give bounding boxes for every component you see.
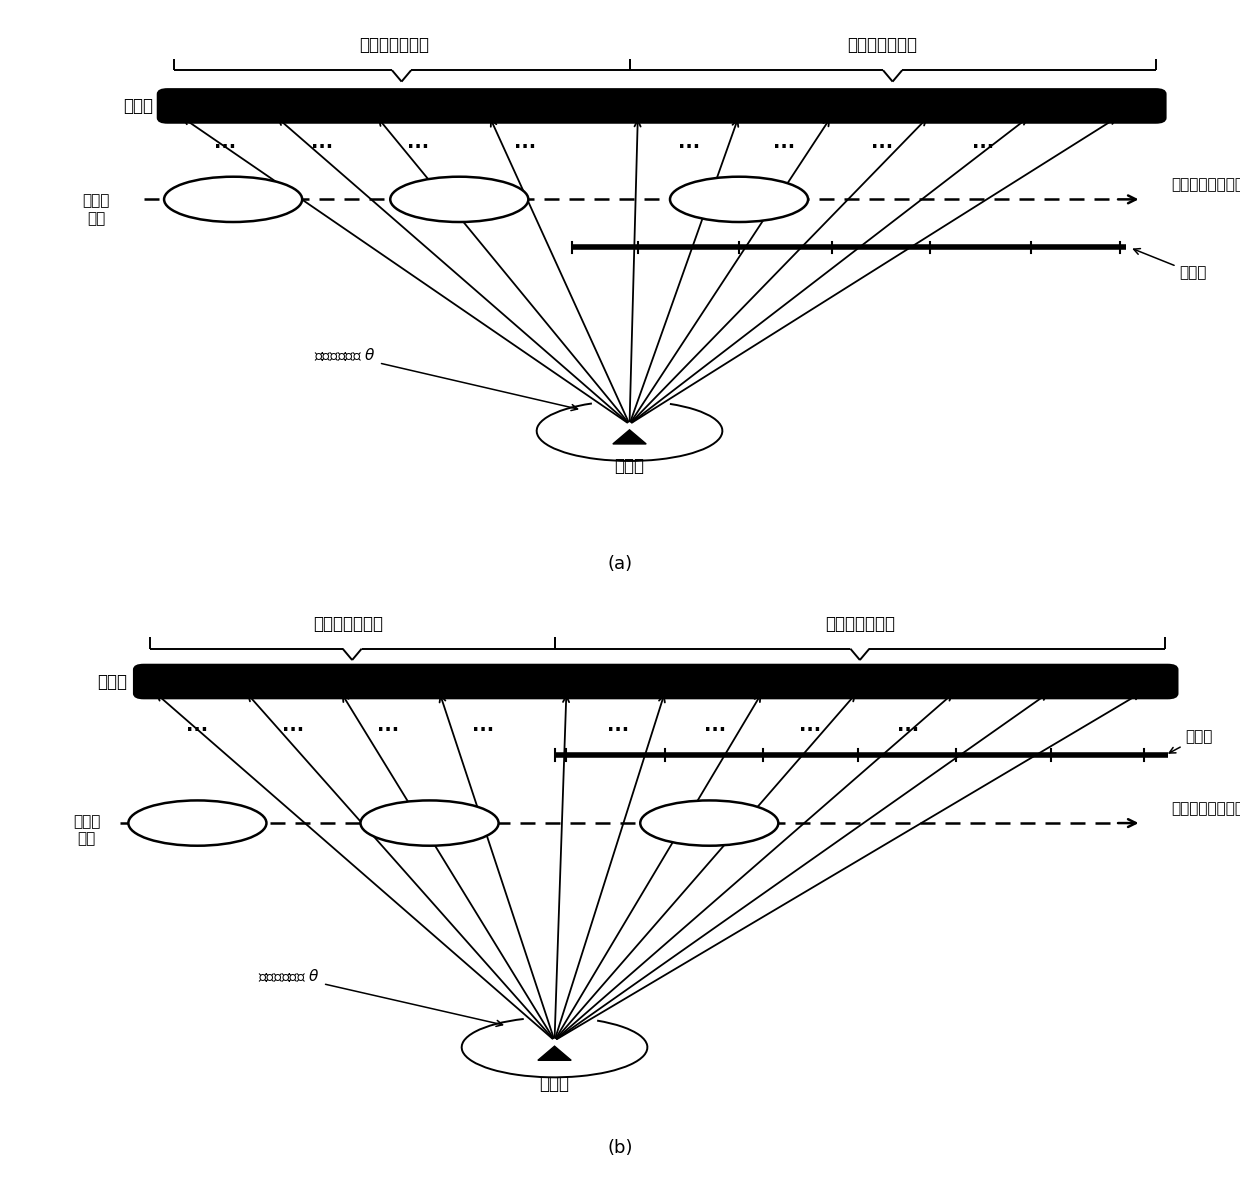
Ellipse shape — [670, 176, 808, 222]
Text: ...: ... — [377, 716, 399, 735]
Text: ...: ... — [186, 716, 208, 735]
Text: 射线水平张角 $\theta$: 射线水平张角 $\theta$ — [258, 968, 502, 1026]
Text: ...: ... — [972, 134, 994, 153]
Text: 射线源: 射线源 — [539, 1075, 569, 1093]
Polygon shape — [613, 430, 646, 443]
Text: ...: ... — [472, 716, 495, 735]
Text: 待扫描
物体: 待扫描 物体 — [83, 193, 110, 225]
Text: ...: ... — [513, 134, 536, 153]
Text: 采集的低能数据: 采集的低能数据 — [358, 37, 429, 55]
Text: ...: ... — [213, 134, 236, 153]
FancyBboxPatch shape — [159, 89, 1166, 123]
FancyBboxPatch shape — [134, 665, 1177, 699]
Text: ...: ... — [870, 134, 893, 153]
Ellipse shape — [391, 176, 528, 222]
Text: 物体直线运动轨迹: 物体直线运动轨迹 — [1171, 178, 1240, 193]
Text: (b): (b) — [608, 1140, 632, 1157]
Text: ...: ... — [407, 134, 429, 153]
Text: 采集的高能数据: 采集的高能数据 — [847, 37, 916, 55]
Ellipse shape — [640, 801, 779, 846]
Text: ...: ... — [281, 716, 304, 735]
Text: 探测器: 探测器 — [123, 97, 154, 114]
Text: 射线水平张角 $\theta$: 射线水平张角 $\theta$ — [314, 347, 578, 410]
Ellipse shape — [164, 176, 303, 222]
Text: 采集的高能数据: 采集的高能数据 — [826, 615, 895, 633]
Text: ...: ... — [678, 134, 701, 153]
Text: ...: ... — [774, 134, 795, 153]
Text: 滤波片: 滤波片 — [1133, 249, 1207, 280]
Ellipse shape — [129, 801, 267, 846]
Text: 物体直线运动轨迹: 物体直线运动轨迹 — [1171, 801, 1240, 817]
Polygon shape — [538, 1047, 572, 1061]
Text: ...: ... — [606, 716, 629, 735]
Text: ...: ... — [311, 134, 334, 153]
Text: ...: ... — [800, 716, 822, 735]
Text: 待扫描
物体: 待扫描 物体 — [73, 814, 100, 846]
Ellipse shape — [361, 801, 498, 846]
Text: ...: ... — [897, 716, 919, 735]
Text: 射线源: 射线源 — [615, 457, 645, 474]
Text: 探测器: 探测器 — [97, 672, 128, 690]
Text: 采集的低能数据: 采集的低能数据 — [314, 615, 383, 633]
Text: ...: ... — [704, 716, 727, 735]
Text: 滤波片: 滤波片 — [1169, 730, 1213, 753]
Text: (a): (a) — [608, 555, 632, 573]
